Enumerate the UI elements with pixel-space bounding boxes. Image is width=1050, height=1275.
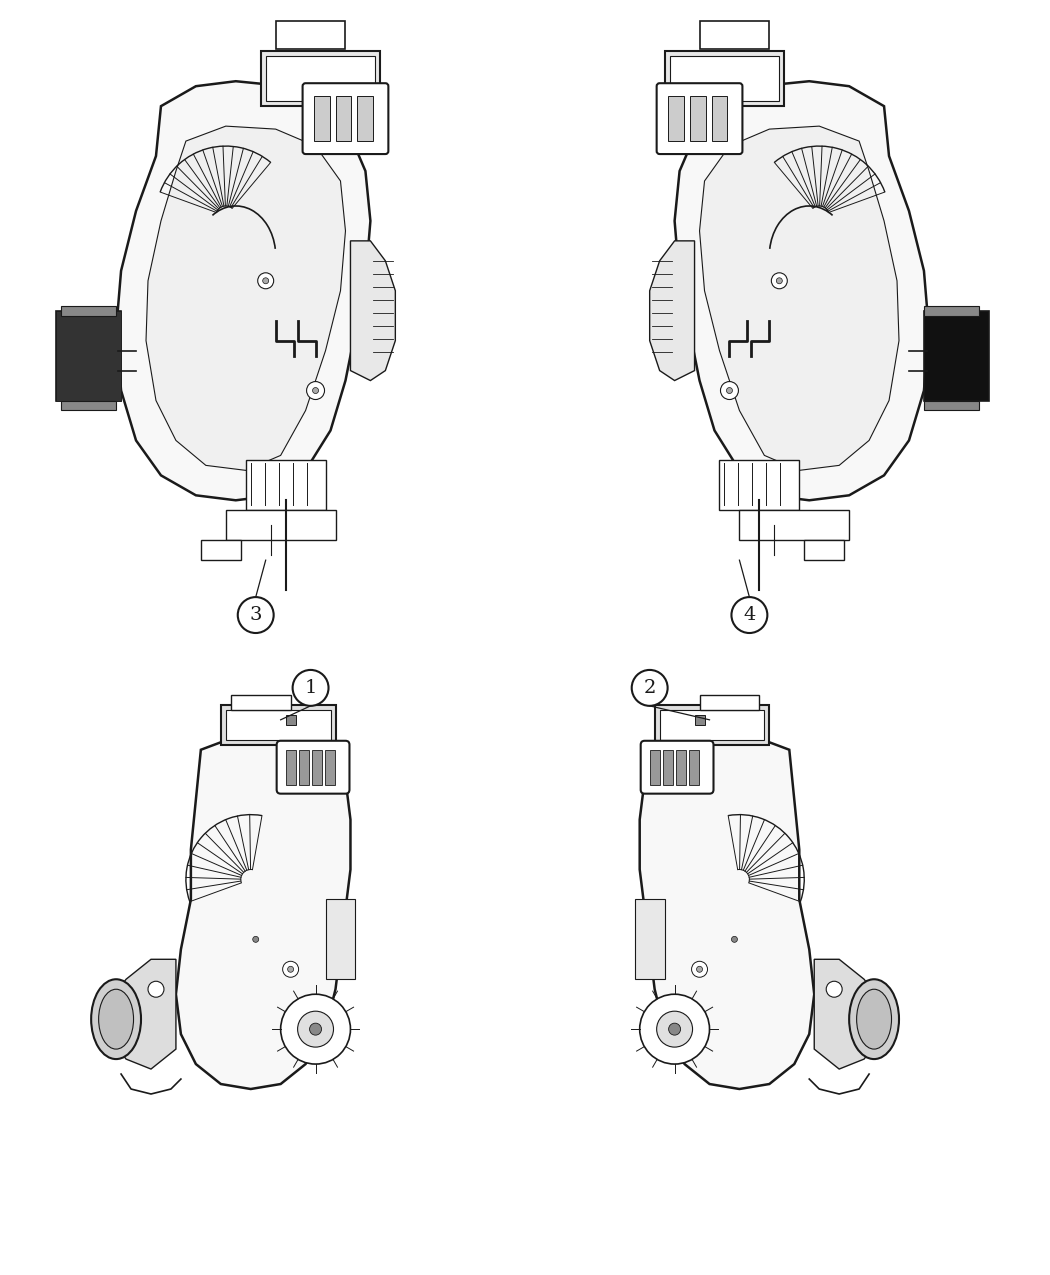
Bar [699,695,759,710]
Bar [312,750,321,784]
Polygon shape [111,959,176,1068]
Circle shape [307,381,324,399]
Text: 1: 1 [304,678,317,697]
Bar [226,710,331,740]
Bar [61,306,117,316]
Bar [231,695,291,710]
Ellipse shape [99,989,133,1049]
Polygon shape [351,241,396,380]
Circle shape [280,994,351,1065]
Bar [804,541,844,560]
FancyBboxPatch shape [656,83,742,154]
Bar [201,541,240,560]
Circle shape [297,1011,334,1047]
Bar [226,510,336,541]
Text: 3: 3 [250,606,261,623]
Circle shape [632,669,668,706]
Ellipse shape [849,979,899,1060]
Bar [276,22,345,50]
Bar [57,311,121,400]
Circle shape [148,982,164,997]
Circle shape [262,278,269,284]
Circle shape [776,278,782,284]
Bar [924,400,979,411]
Polygon shape [639,734,814,1089]
Bar [61,400,117,411]
Bar [266,56,376,101]
Polygon shape [699,126,899,470]
Bar [689,750,698,784]
Circle shape [639,994,710,1065]
Circle shape [257,273,274,288]
Circle shape [310,1023,321,1035]
Circle shape [826,982,842,997]
Bar [286,750,296,784]
Bar [663,750,673,784]
Circle shape [293,669,329,706]
Bar [314,96,330,142]
Bar [659,710,764,740]
Circle shape [732,597,768,632]
Bar [665,51,784,106]
Polygon shape [674,82,929,500]
Bar [699,22,770,50]
Circle shape [772,273,788,288]
Bar [719,460,799,510]
FancyBboxPatch shape [302,83,388,154]
Bar [712,96,728,142]
Bar [650,750,659,784]
Ellipse shape [91,979,141,1060]
Circle shape [720,381,738,399]
Text: 4: 4 [743,606,756,623]
Bar [298,750,309,784]
Circle shape [696,966,702,973]
FancyBboxPatch shape [276,741,350,793]
Text: 2: 2 [644,678,656,697]
Bar [670,56,779,101]
Polygon shape [650,241,694,380]
Bar [690,96,706,142]
Circle shape [253,936,258,942]
Bar [336,96,352,142]
Bar [739,510,849,541]
Bar [326,899,356,979]
Circle shape [282,961,298,977]
Bar [286,715,296,724]
Bar [694,715,705,724]
Polygon shape [146,126,345,470]
Circle shape [313,388,318,394]
Bar [924,306,979,316]
Polygon shape [814,959,879,1068]
Circle shape [669,1023,680,1035]
Bar [220,705,336,745]
Bar [357,96,374,142]
Polygon shape [117,82,371,500]
Circle shape [727,388,733,394]
Circle shape [692,961,708,977]
Ellipse shape [857,989,891,1049]
Bar [668,96,684,142]
Bar [634,899,665,979]
Bar [924,311,989,400]
Bar [57,311,121,400]
Bar [675,750,686,784]
Bar [260,51,380,106]
Bar [246,460,326,510]
Circle shape [237,597,274,632]
Polygon shape [176,734,351,1089]
Bar [654,705,770,745]
FancyBboxPatch shape [640,741,714,793]
Circle shape [656,1011,693,1047]
Circle shape [288,966,294,973]
Circle shape [732,936,737,942]
Bar [324,750,335,784]
